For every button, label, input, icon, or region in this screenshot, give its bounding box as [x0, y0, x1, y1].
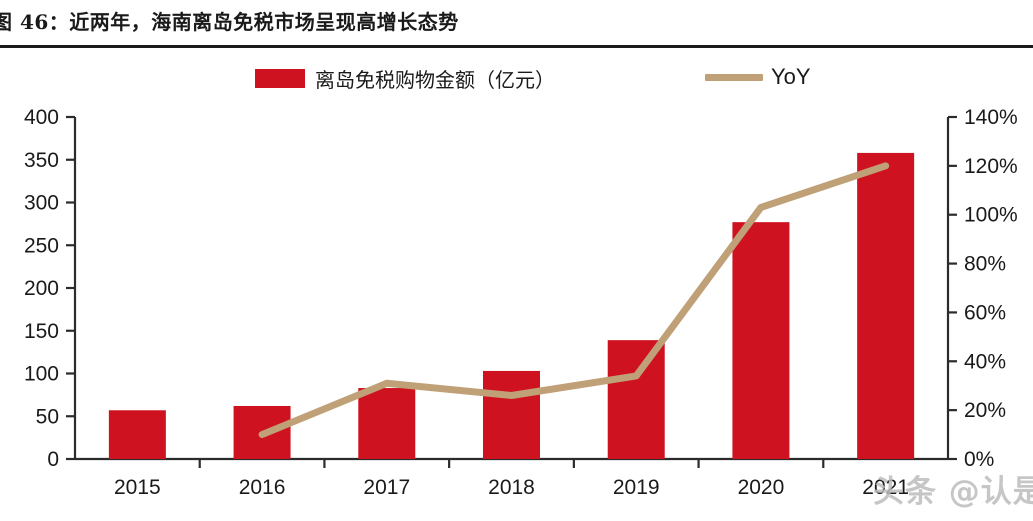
legend-line-swatch-icon — [705, 73, 763, 81]
chart-plot-area: 0 50 100 150 200 250 300 350 400 0% 20% 40% 60% 80% 1… — [0, 100, 1033, 521]
category-label-2015: 2015 — [114, 476, 161, 499]
right-axis-tick-label: 40% — [964, 350, 1006, 373]
category-label-2016: 2016 — [239, 476, 286, 499]
right-axis-ticks: 0% 20% 40% 60% 80% 100% 120% 140% — [948, 106, 1018, 471]
right-axis-tick-label: 100% — [964, 204, 1018, 227]
category-label-2021: 2021 — [862, 476, 909, 499]
chart-svg: 0 50 100 150 200 250 300 350 400 0% 20% 40% 60% 80% 1… — [24, 106, 1018, 499]
left-axis-tick-label: 150 — [24, 320, 59, 343]
bar-series — [108, 152, 915, 459]
page-title: 图 46：近两年，海南离岛免税市场呈现高增长态势 — [0, 10, 459, 34]
left-axis-tick-label: 400 — [24, 106, 59, 129]
right-axis-tick-label: 0% — [964, 448, 994, 471]
title-bar: 图 46：近两年，海南离岛免税市场呈现高增长态势 — [0, 0, 1033, 48]
legend-item-line: YoY — [705, 64, 811, 90]
left-axis-ticks: 0 50 100 150 200 250 300 350 400 — [24, 106, 75, 471]
bar-2020 — [732, 222, 790, 459]
left-axis-tick-label: 350 — [24, 149, 59, 172]
legend-item-bars: 离岛免税购物金额（亿元） — [255, 64, 555, 93]
right-axis-tick-label: 80% — [964, 253, 1006, 276]
category-label-2020: 2020 — [738, 476, 785, 499]
right-axis-tick-label: 60% — [964, 301, 1006, 324]
left-axis-tick-label: 0 — [47, 448, 59, 471]
left-axis-tick-label: 100 — [24, 363, 59, 386]
category-label-2019: 2019 — [613, 476, 660, 499]
category-labels: 2015 2016 2017 2018 2019 2020 2021 — [114, 476, 909, 499]
legend-item-line-label: YoY — [771, 64, 811, 89]
yoy-polyline — [258, 162, 890, 439]
bar-2018 — [483, 370, 540, 459]
bar-2017 — [358, 388, 416, 459]
category-axis-ticks — [198, 459, 825, 468]
right-axis-tick-label: 20% — [964, 399, 1006, 422]
left-axis-tick-label: 300 — [24, 192, 59, 215]
left-axis-tick-label: 200 — [24, 277, 59, 300]
legend-bar-swatch-icon — [255, 69, 305, 88]
legend-item-bars-label: 离岛免税购物金额（亿元） — [315, 68, 555, 92]
title-divider — [0, 45, 1033, 48]
bar-2019 — [607, 340, 665, 459]
category-label-2018: 2018 — [488, 476, 535, 499]
left-axis-tick-label: 50 — [36, 405, 59, 428]
right-axis-tick-label: 120% — [964, 155, 1018, 178]
chart-legend: 离岛免税购物金额（亿元） YoY — [0, 60, 1033, 100]
yoy-line-series — [258, 162, 890, 439]
category-label-2017: 2017 — [363, 476, 410, 499]
bar-2015 — [108, 410, 166, 459]
left-axis-tick-label: 250 — [24, 234, 59, 257]
right-axis-tick-label: 140% — [964, 106, 1018, 129]
bar-2021 — [857, 152, 915, 459]
